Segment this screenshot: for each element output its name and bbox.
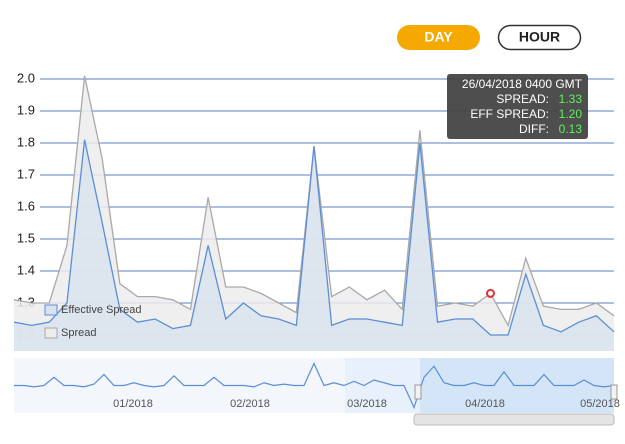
x-tick-label: 03/2018 (347, 398, 387, 410)
area-fill (14, 139, 614, 351)
y-tick-label: 1.4 (17, 262, 35, 277)
scrollbar (413, 413, 615, 426)
legend-label: Effective Spread (61, 304, 142, 316)
y-tick-label: 1.7 (17, 166, 35, 181)
legend-swatch (44, 327, 58, 339)
tooltip-value: 1.33 (559, 92, 583, 106)
navigator-fade (345, 358, 420, 413)
tooltip-date: 26/04/2018 0400 GMT (462, 77, 583, 91)
y-tick-label: 1.8 (17, 134, 35, 149)
legend-swatch (44, 304, 58, 316)
y-tick-label: 2.0 (17, 70, 35, 85)
hour-button[interactable] (497, 24, 582, 51)
navigator: 01/2018 02/2018 03/2018 04/2018 05/2018 (14, 358, 620, 426)
tooltip-value: 0.13 (559, 122, 583, 136)
tooltip-box (447, 74, 588, 139)
x-tick-label: 04/2018 (465, 398, 505, 410)
hour-button-label[interactable]: HOUR (519, 29, 560, 45)
x-tick-label: 05/2018 (580, 398, 620, 410)
y-tick-label: 1.5 (17, 230, 35, 245)
navigator-line (14, 362, 615, 410)
handle-right (610, 384, 618, 400)
tooltip-label: DIFF: (519, 122, 549, 136)
series-line (13, 139, 615, 336)
tooltip-label: EFF SPREAD: (470, 107, 549, 121)
highlight-point (485, 288, 495, 298)
day-button[interactable] (397, 25, 480, 50)
day-button-label[interactable]: DAY (424, 29, 453, 45)
y-tick-label: 1.9 (17, 102, 35, 117)
x-tick-label: 02/2018 (230, 398, 270, 410)
tooltip-label: SPREAD: (496, 92, 549, 106)
y-tick-label: 1.6 (17, 198, 35, 213)
legend-label: Spread (61, 327, 96, 339)
tooltip-value: 1.20 (559, 107, 583, 121)
handle-left (414, 384, 422, 400)
x-tick-label: 01/2018 (113, 398, 153, 410)
